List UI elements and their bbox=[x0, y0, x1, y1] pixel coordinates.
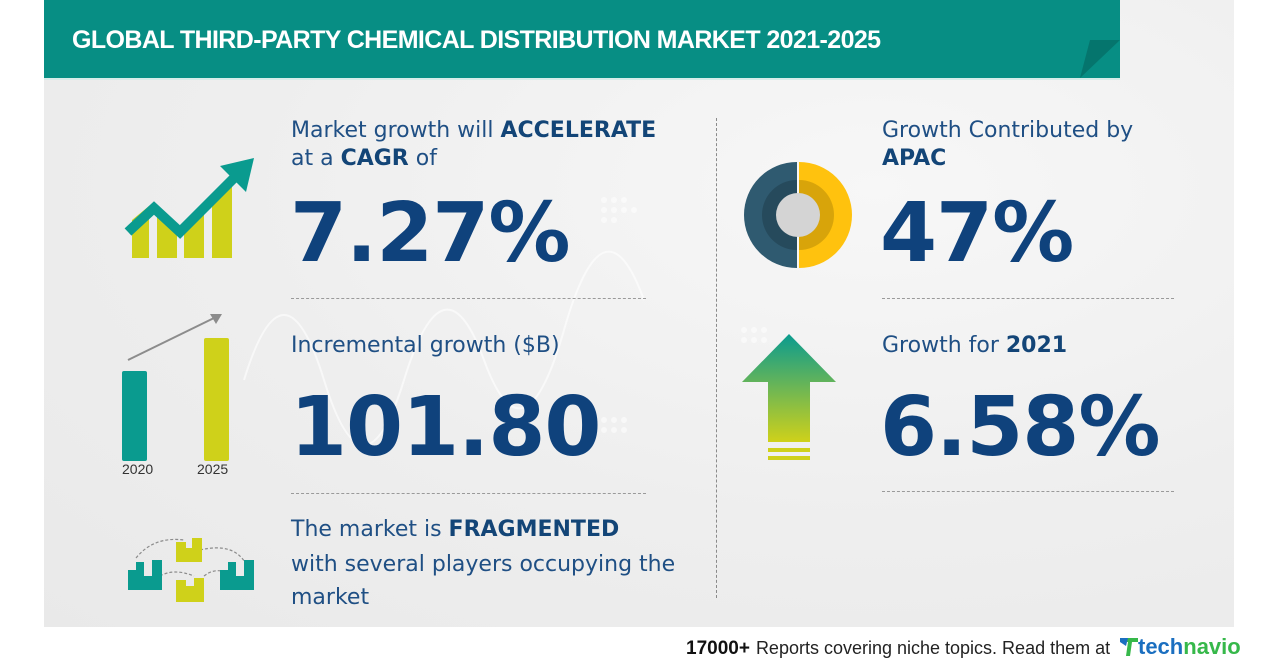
divider bbox=[882, 491, 1174, 492]
bar-label-2020: 2020 bbox=[122, 461, 154, 477]
divider bbox=[291, 298, 646, 299]
page-title: GLOBAL THIRD-PARTY CHEMICAL DISTRIBUTION… bbox=[72, 26, 881, 54]
buildings-network-icon bbox=[128, 538, 254, 602]
incremental-label: Incremental growth ($B) bbox=[291, 333, 560, 358]
donut-chart-icon bbox=[744, 162, 852, 268]
region-value: 47% bbox=[880, 186, 1074, 281]
yoy-value: 6.58% bbox=[880, 380, 1160, 475]
incremental-value: 101.80 bbox=[290, 380, 601, 475]
divider bbox=[291, 493, 646, 494]
bar-label-2025: 2025 bbox=[197, 461, 229, 477]
yoy-label: Growth for 2021 bbox=[882, 333, 1068, 358]
growth-chart-icon bbox=[124, 158, 254, 258]
column-divider bbox=[716, 118, 717, 598]
structure-label-line2: with several players occupying the bbox=[291, 552, 676, 577]
title-banner bbox=[44, 0, 1120, 80]
banner-fold-decoration bbox=[1080, 0, 1120, 78]
divider bbox=[882, 298, 1174, 299]
structure-label-line1: The market is FRAGMENTED bbox=[291, 517, 620, 542]
up-arrow-icon bbox=[742, 334, 836, 460]
technavio-logo-icon bbox=[1120, 638, 1138, 656]
cagr-label-line1: Market growth will ACCELERATE bbox=[291, 118, 657, 143]
bar-comparison-icon bbox=[122, 314, 229, 461]
structure-label-line3: market bbox=[291, 585, 370, 610]
cagr-value: 7.27% bbox=[290, 186, 570, 281]
technavio-logo[interactable]: technavio bbox=[1120, 634, 1241, 660]
region-label: Growth Contributed by bbox=[882, 118, 1134, 143]
cagr-label-line2: at a CAGR of bbox=[291, 146, 437, 171]
region-name: APAC bbox=[882, 146, 947, 171]
footer-text: 17000+ Reports covering niche topics. Rea… bbox=[686, 638, 1111, 659]
report-count: 17000+ bbox=[686, 638, 750, 659]
